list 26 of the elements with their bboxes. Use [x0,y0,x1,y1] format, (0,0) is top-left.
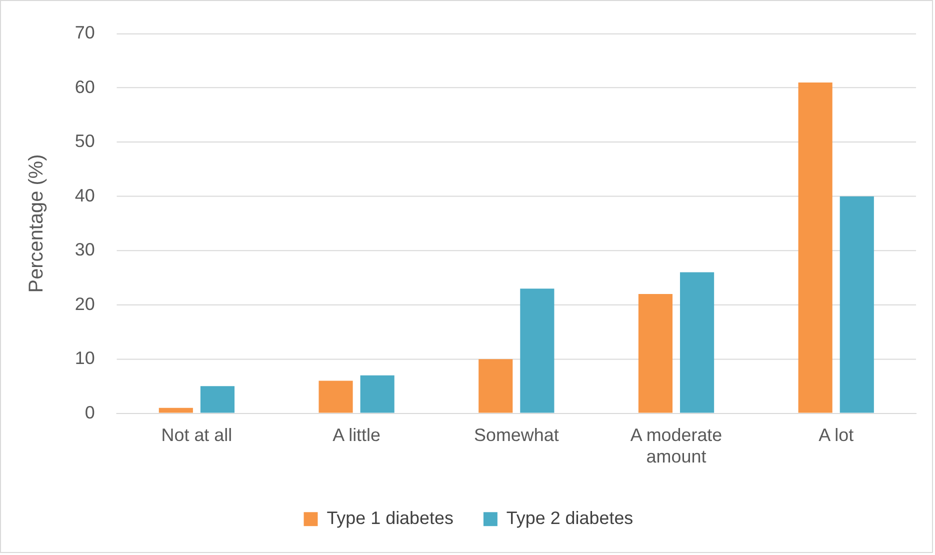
legend-label: Type 2 diabetes [506,508,634,528]
bar [158,408,193,413]
x-tick-label: A lot [818,424,854,445]
bar [200,386,235,413]
y-tick-label: 40 [74,185,95,206]
x-tick-label: A little [332,424,381,445]
x-tick-label: A moderate amount [630,424,722,466]
bar [478,359,513,413]
y-axis-title: Percentage (%) [25,154,48,293]
y-tick-label: 10 [74,348,95,368]
y-tick-label: 30 [74,240,95,260]
bar [360,375,394,413]
x-tick-label: Somewhat [474,424,559,445]
bar [840,196,874,413]
legend-label: Type 1 diabetes [326,508,454,528]
bar [520,288,554,413]
bar [638,294,673,413]
y-tick-label: 50 [74,131,95,152]
y-tick-label: 60 [74,76,95,97]
bar [680,272,714,413]
bar [318,380,353,413]
x-tick-label: Not at all [161,424,232,445]
bar [798,82,832,413]
y-tick-label: 20 [74,294,95,314]
y-tick-label: 70 [74,22,95,43]
y-tick-label: 0 [84,402,95,422]
